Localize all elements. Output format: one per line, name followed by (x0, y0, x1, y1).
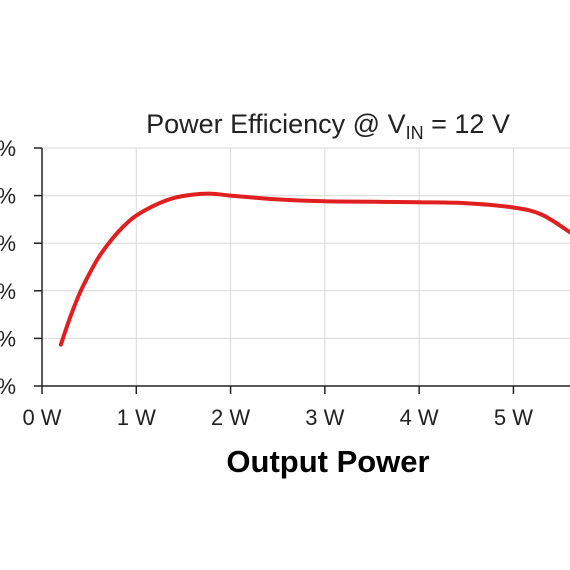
chart-title: Power Efficiency @ VIN = 12 V (146, 109, 510, 143)
x-tick-label: 0 W (22, 405, 61, 430)
x-tick-label: 1 W (117, 405, 156, 430)
x-tick-label: 4 W (400, 405, 439, 430)
chart-title-subscript: IN (406, 123, 424, 143)
y-tick-label: % (0, 326, 16, 351)
x-tick-label: 2 W (211, 405, 250, 430)
y-tick-label: % (0, 374, 16, 399)
chart-title-main: Power Efficiency @ V (146, 109, 406, 139)
x-axis-label: Output Power (226, 444, 429, 479)
series-group (58, 191, 570, 347)
y-tick-label: % (0, 136, 16, 161)
efficiency-series-line (58, 191, 570, 347)
y-tick-label: % (0, 184, 16, 209)
x-tick-label: 5 W (494, 405, 533, 430)
grid (42, 147, 570, 386)
x-tick-label: 3 W (305, 405, 344, 430)
axes (34, 147, 570, 394)
y-tick-label: % (0, 279, 16, 304)
tick-labels: %%%%%%0 W1 W2 W3 W4 W5 W (0, 136, 533, 430)
chart-title-suffix: = 12 V (424, 109, 510, 139)
y-tick-label: % (0, 231, 16, 256)
